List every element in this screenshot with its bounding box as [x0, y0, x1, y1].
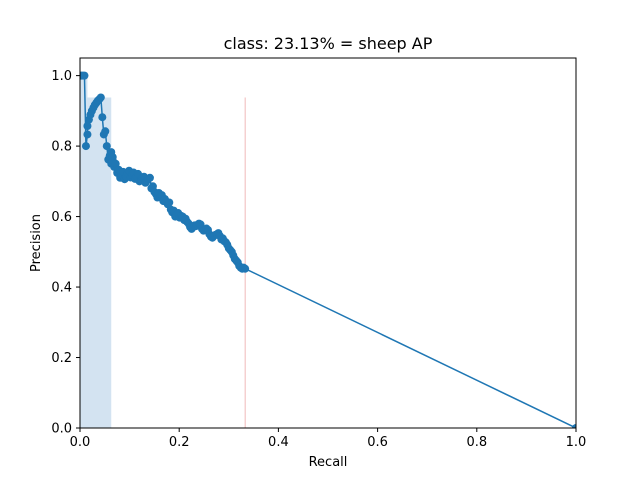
data-point — [111, 159, 120, 168]
y-tick-label: 1.0 — [51, 69, 72, 84]
data-point — [98, 113, 107, 122]
x-tick-label: 0.4 — [268, 435, 289, 450]
x-tick-label: 0.8 — [466, 435, 487, 450]
data-point — [81, 142, 90, 151]
data-point — [80, 71, 89, 80]
x-tick-label: 1.0 — [566, 435, 587, 450]
data-point — [145, 173, 154, 182]
plot-area — [80, 71, 576, 428]
ap-shaded-area — [80, 75, 246, 428]
x-tick-label: 0.0 — [70, 435, 91, 450]
x-tick-label: 0.2 — [169, 435, 190, 450]
y-tick-label: 0.4 — [51, 281, 72, 296]
y-tick-label: 0.6 — [51, 210, 72, 225]
x-axis-ticks: 0.0 0.2 0.4 0.6 0.8 1.0 — [70, 428, 587, 450]
data-point — [165, 198, 174, 207]
y-tick-label: 0.0 — [51, 422, 72, 437]
data-point — [108, 153, 117, 162]
data-point — [102, 142, 111, 151]
data-point — [572, 424, 576, 428]
data-point — [96, 93, 105, 102]
y-axis-label: Precision — [29, 214, 44, 272]
data-point — [83, 122, 92, 131]
data-point — [83, 130, 92, 139]
x-tick-label: 0.6 — [367, 435, 388, 450]
x-axis-label: Recall — [309, 455, 348, 470]
data-point — [241, 264, 250, 273]
y-tick-label: 0.2 — [51, 351, 72, 366]
data-point — [101, 127, 110, 136]
y-axis-ticks: 0.0 0.2 0.4 0.6 0.8 1.0 — [51, 69, 80, 437]
y-tick-label: 0.8 — [51, 140, 72, 155]
chart-title: class: 23.13% = sheep AP — [224, 34, 433, 53]
axes-frame — [79, 57, 577, 429]
